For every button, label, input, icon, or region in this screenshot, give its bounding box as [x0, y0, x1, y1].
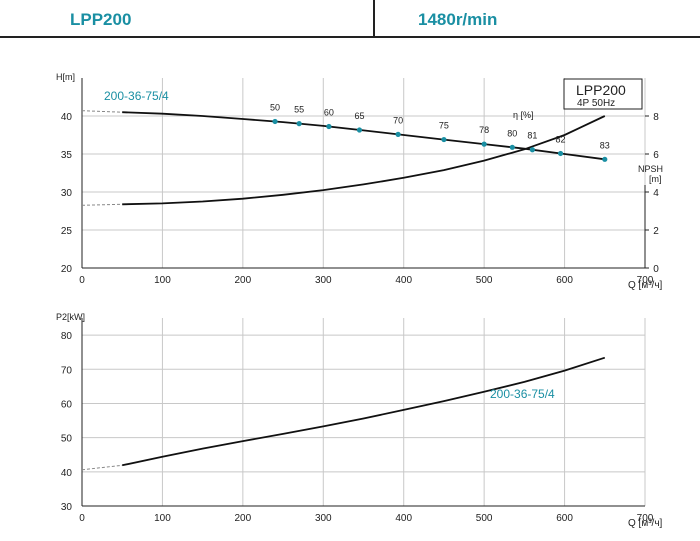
x-tick-label: 100: [154, 513, 171, 524]
npsh-tick-label: 0: [653, 264, 659, 275]
x-tick-label: 0: [79, 513, 85, 524]
efficiency-label: 75: [439, 121, 449, 131]
efficiency-point: [395, 131, 401, 137]
x-tick-label: 300: [315, 275, 332, 286]
efficiency-axis-label: η [%]: [513, 110, 534, 120]
x-tick-label: 600: [556, 513, 573, 524]
model-box-title: LPP200: [576, 82, 626, 98]
efficiency-label: 60: [324, 108, 334, 118]
power-curve-label: 200-36-75/4: [490, 387, 555, 401]
efficiency-point: [557, 150, 564, 157]
header-bar: LPP200 1480r/min: [0, 0, 700, 38]
x-axis-label: Q [м³/ч]: [628, 280, 663, 291]
y-tick-label: 20: [61, 264, 73, 275]
x-tick-label: 700: [637, 275, 654, 286]
y-tick-label: 60: [61, 399, 73, 410]
speed-title: 1480r/min: [418, 10, 498, 29]
y-tick-label: 50: [61, 434, 73, 445]
y-tick-label: 25: [61, 226, 73, 237]
y-axis-label: H[m]: [56, 72, 75, 82]
efficiency-point: [272, 118, 278, 125]
y-tick-label: 30: [61, 502, 73, 513]
x-tick-label: 400: [395, 275, 412, 286]
x-tick-label: 400: [395, 513, 412, 524]
header-divider: [373, 0, 375, 37]
y-tick-label: 70: [61, 365, 73, 376]
efficiency-label: 55: [294, 105, 304, 115]
model-title: LPP200: [70, 10, 132, 29]
x-tick-label: 300: [315, 513, 332, 524]
npsh-curve-extension: [81, 203, 123, 206]
y-axis-label: P2[kW]: [56, 312, 85, 322]
x-axis-label: Q [м³/ч]: [628, 518, 663, 529]
efficiency-point: [481, 141, 487, 147]
power-chart: 0 100 200 300 400 500 600 700 30 40 50 60 70 80 P2[kW]…: [56, 312, 663, 529]
model-box-subtitle: 4P 50Hz: [577, 98, 615, 109]
efficiency-label: 65: [354, 111, 364, 121]
x-tick-label: 100: [154, 275, 171, 286]
model-box: [563, 78, 643, 110]
x-tick-label: 200: [235, 513, 252, 524]
npsh-tick-label: 2: [653, 226, 659, 237]
efficiency-label: 70: [393, 115, 403, 125]
npsh-tick-label: 8: [653, 112, 659, 123]
npsh-axis-label: NPSH: [638, 164, 663, 174]
x-tick-label: 500: [476, 513, 493, 524]
efficiency-point: [441, 136, 447, 143]
npsh-tick-label: 4: [653, 188, 659, 199]
x-tick-label: 600: [556, 275, 573, 286]
power-curve: [122, 356, 606, 467]
efficiency-point: [356, 127, 363, 133]
efficiency-point: [296, 121, 302, 127]
x-tick-label: 700: [637, 513, 654, 524]
efficiency-label: 82: [556, 134, 566, 144]
npsh-tick-label: 6: [653, 150, 659, 161]
efficiency-label: 50: [270, 102, 280, 112]
y-tick-label: 30: [61, 188, 73, 199]
power-curve-extension: [81, 464, 123, 471]
x-tick-label: 200: [235, 275, 252, 286]
efficiency-label: 78: [479, 125, 489, 135]
head-curve-extension: [81, 110, 123, 113]
npsh-axis-unit: [m]: [649, 174, 662, 184]
efficiency-point: [529, 147, 536, 153]
npsh-curve: [122, 115, 606, 206]
efficiency-label: 80: [507, 128, 517, 138]
x-tick-label: 500: [476, 275, 493, 286]
efficiency-point: [509, 144, 515, 150]
y-tick-label: 35: [61, 150, 73, 161]
y-tick-label: 40: [61, 112, 73, 123]
efficiency-label: 81: [527, 131, 537, 141]
header-underline: [0, 36, 700, 38]
efficiency-point: [326, 123, 332, 130]
y-tick-label: 40: [61, 468, 73, 479]
head-curve-label: 200-36-75/4: [104, 89, 169, 103]
x-tick-label: 0: [79, 275, 85, 286]
efficiency-point: [602, 156, 608, 162]
y-tick-label: 80: [61, 331, 73, 342]
efficiency-label: 83: [600, 140, 610, 150]
